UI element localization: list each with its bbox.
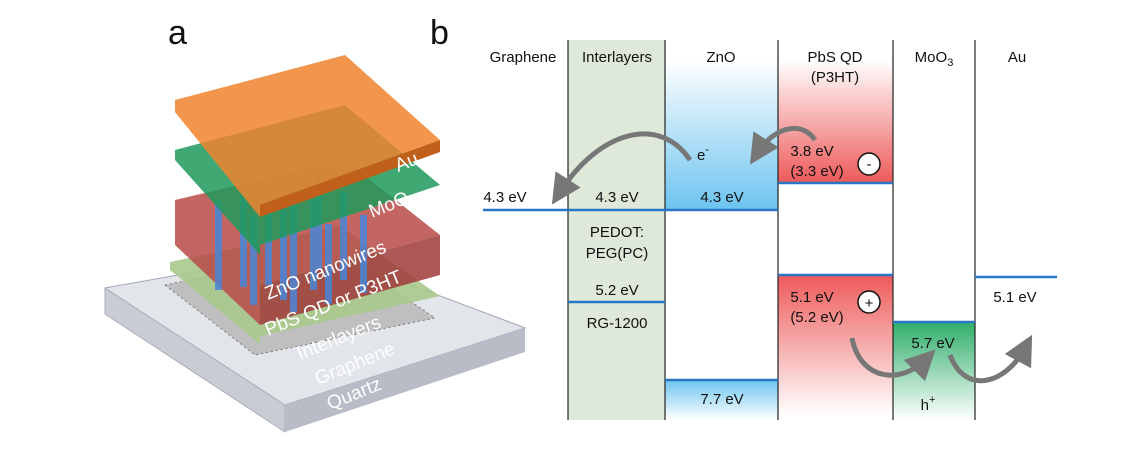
quartz-side bbox=[285, 328, 525, 432]
material-label: RG-1200 bbox=[587, 315, 648, 332]
active-layer-side bbox=[260, 235, 440, 325]
carrier-label: h+ bbox=[921, 394, 936, 414]
material-label: PEG(PC) bbox=[586, 245, 649, 262]
level-label: 7.7 eV bbox=[700, 391, 743, 408]
level-label: 5.1 eV bbox=[790, 289, 833, 306]
level-label: 3.8 eV bbox=[790, 143, 833, 160]
zno-cb-band bbox=[665, 60, 778, 210]
energy-levels bbox=[483, 181, 1057, 382]
minus-sign: - bbox=[867, 156, 872, 173]
level-label: 4.3 eV bbox=[483, 189, 526, 206]
panel-label: a bbox=[168, 14, 187, 52]
column-header: Au bbox=[1008, 49, 1026, 66]
level-label: 4.3 eV bbox=[595, 189, 638, 206]
level-label: (3.3 eV) bbox=[790, 163, 843, 180]
charge-signs: - + bbox=[857, 152, 881, 314]
level-label: 4.3 eV bbox=[700, 189, 743, 206]
level-label: (5.2 eV) bbox=[790, 309, 843, 326]
au bbox=[175, 55, 440, 217]
column-header: Graphene bbox=[490, 49, 557, 66]
material-label: PEDOT: bbox=[590, 224, 644, 241]
interlayer-band bbox=[568, 40, 665, 420]
device-stack bbox=[103, 55, 527, 433]
panel-label: b bbox=[430, 14, 449, 52]
column-note: (P3HT) bbox=[811, 69, 859, 86]
carrier-label: e- bbox=[697, 144, 709, 164]
au-side bbox=[260, 140, 440, 217]
column-header: PbS QD bbox=[807, 49, 862, 66]
column-headers: Graphene Interlayers ZnO PbS QD (P3HT) M… bbox=[490, 49, 1027, 86]
column-dividers bbox=[567, 40, 976, 420]
level-label: 5.7 eV bbox=[911, 335, 954, 352]
column-header: ZnO bbox=[706, 49, 735, 66]
transfer-arrows bbox=[551, 125, 1033, 384]
level-label: 5.1 eV bbox=[993, 289, 1036, 306]
column-header: MoO3 bbox=[915, 49, 954, 69]
level-label: 5.2 eV bbox=[595, 282, 638, 299]
column-header: Interlayers bbox=[582, 49, 652, 66]
level-labels: 4.3 eV 4.3 eV 4.3 eV PEDOT: PEG(PC) 5.2 … bbox=[483, 143, 1036, 414]
zno-vb-band bbox=[665, 380, 778, 420]
plus-sign: + bbox=[865, 295, 874, 312]
